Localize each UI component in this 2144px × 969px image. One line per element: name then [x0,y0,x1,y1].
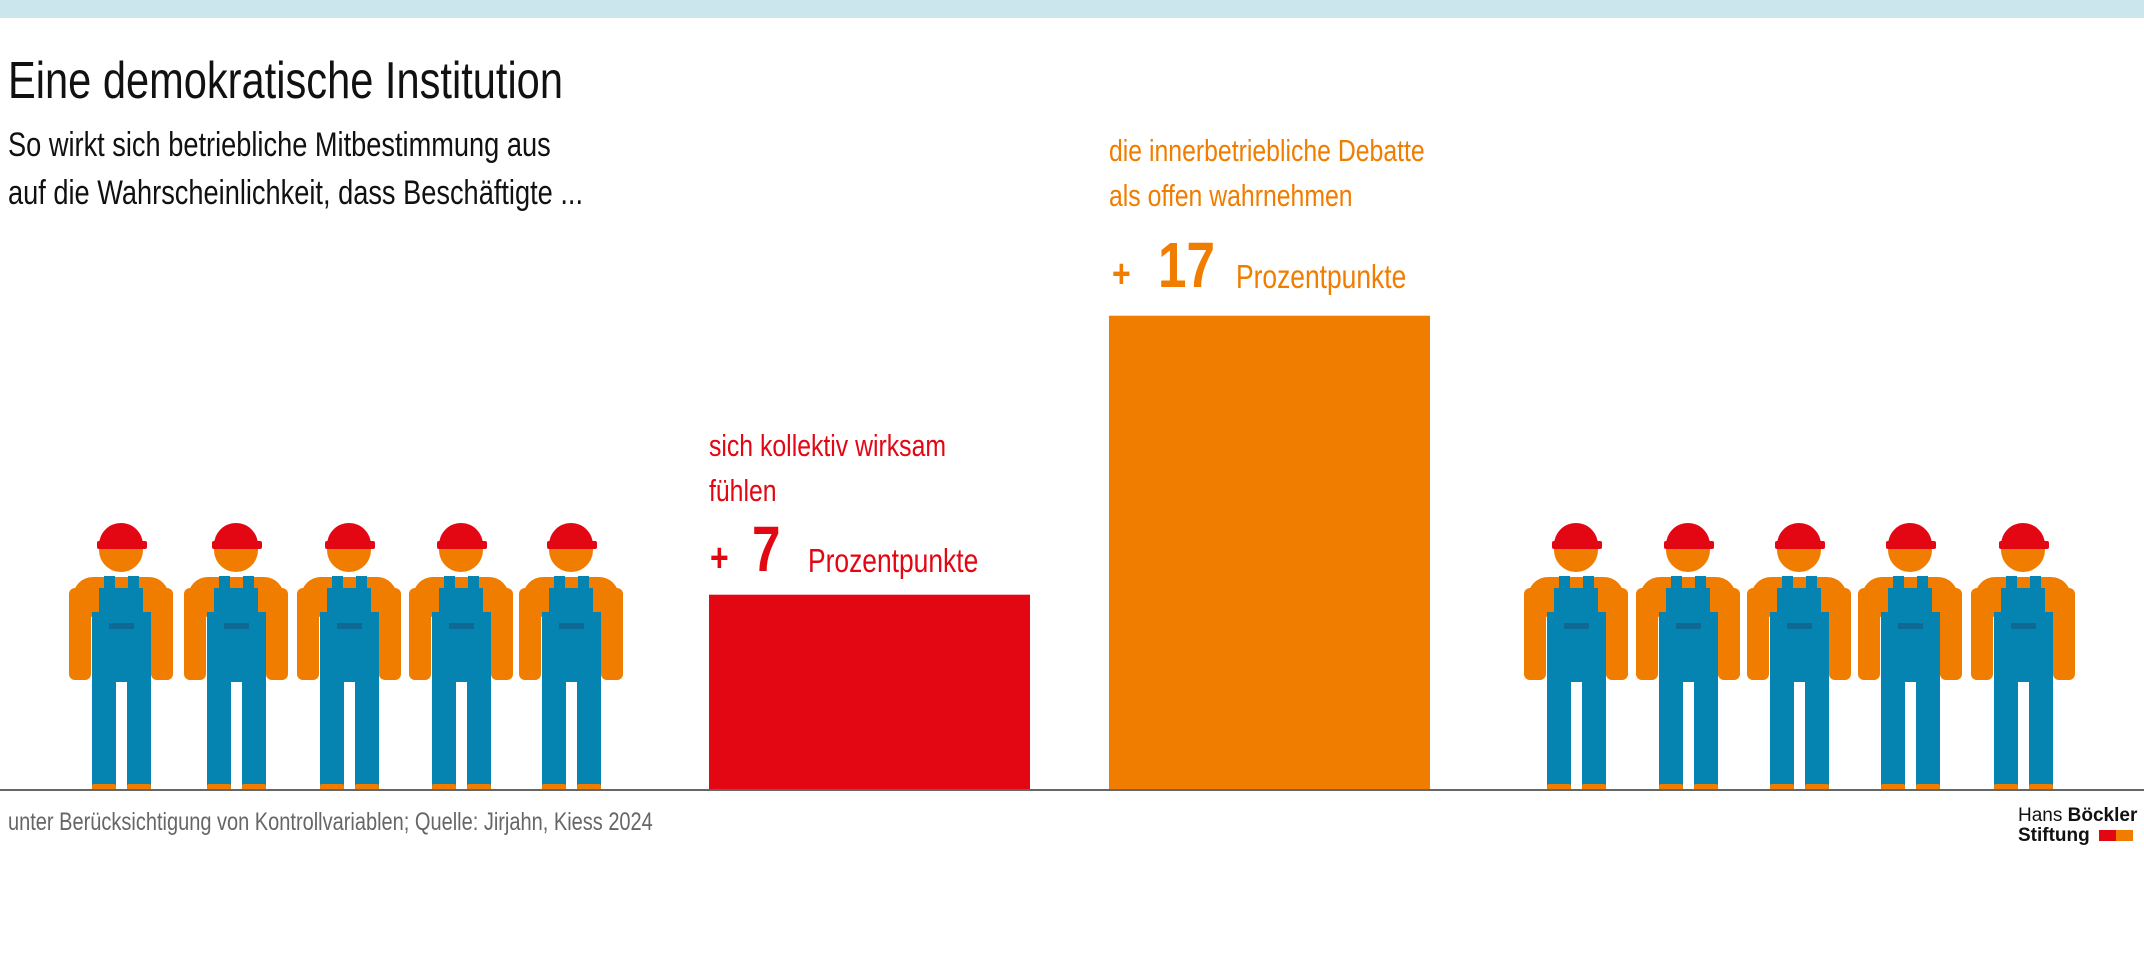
bar-2-unit: Prozentpunkte [1236,258,1407,295]
bar-label-2-line1: die innerbetriebliche Debatte [1109,133,1425,168]
chart-subtitle-line1: So wirkt sich betriebliche Mitbestimmung… [8,126,551,164]
chart-title: Eine demokratische Institution [8,52,563,110]
worker-icon [184,523,288,791]
worker-icon [1858,523,1962,791]
worker-icon [409,523,513,791]
worker-icon [519,523,623,791]
bar-2-sign: + [1112,252,1131,296]
bar-1 [709,594,1030,790]
worker-icon [1747,523,1851,791]
logo-red-square [2099,830,2117,842]
bar-2-value-label: 17 [1158,229,1215,301]
bar-label-1-line2: fühlen [709,473,777,508]
logo-text-stiftung: Stiftung [2018,825,2090,846]
logo-text-hans: Hans [2018,805,2063,826]
logo-text-boeckler: Böckler [2067,805,2138,826]
chart-subtitle-line2: auf die Wahrscheinlichkeit, dass Beschäf… [8,174,584,212]
top-band [0,0,2144,18]
bar-1-sign: + [710,536,729,580]
bar-2 [1109,315,1430,790]
source-note: unter Berücksichtigung von Kontrollvaria… [8,808,653,836]
logo-orange-square [2116,830,2134,842]
worker-icon [1524,523,1628,791]
worker-icon [1636,523,1740,791]
worker-icon [297,523,401,791]
logo: Hans Böckler Stiftung [2018,806,2137,846]
bar-label-2-line2: als offen wahrnehmen [1109,178,1353,213]
worker-icon [1971,523,2075,791]
worker-icon [69,523,173,791]
bar-label-1-line1: sich kollektiv wirksam [709,428,947,463]
bar-1-unit: Prozentpunkte [808,542,979,579]
x-axis-line [0,789,2144,791]
bar-1-value-label: 7 [752,513,781,585]
